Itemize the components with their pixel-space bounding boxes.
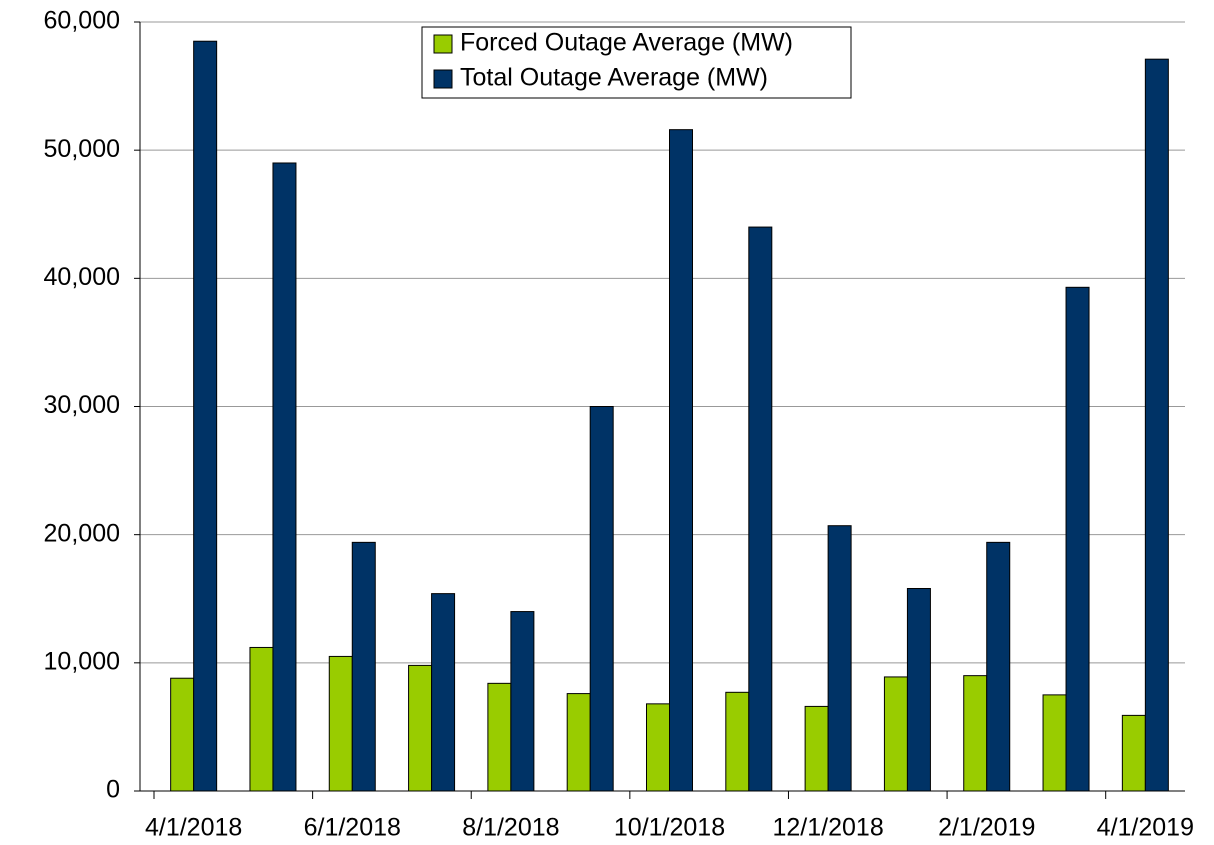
legend-swatch: [433, 69, 453, 89]
bar: [646, 703, 671, 792]
legend-swatch: [433, 34, 453, 54]
bar: [1042, 694, 1067, 792]
bar: [669, 129, 693, 792]
bar: [589, 406, 614, 792]
bar: [431, 593, 456, 792]
bar: [328, 655, 353, 792]
bar: [986, 541, 1011, 792]
x-tick-label: 4/1/2018: [145, 814, 242, 842]
y-tick-label: 40,000: [44, 263, 120, 291]
legend-label: Forced Outage Average (MW): [460, 29, 793, 57]
x-tick-label: 8/1/2018: [462, 814, 559, 842]
bar: [725, 691, 750, 792]
bar: [883, 676, 908, 792]
bar: [510, 611, 535, 792]
bar: [249, 646, 274, 792]
legend-box: [421, 26, 852, 99]
x-tick-label: 2/1/2019: [938, 814, 1035, 842]
x-tick-label: 6/1/2018: [304, 814, 401, 842]
x-tick-label: 4/1/2019: [1097, 814, 1194, 842]
y-tick-label: 60,000: [44, 7, 120, 35]
bar: [351, 541, 376, 792]
bar: [566, 693, 591, 792]
bar: [1144, 58, 1169, 792]
y-tick-label: 0: [106, 776, 120, 804]
bar: [827, 525, 852, 792]
y-tick-label: 30,000: [44, 391, 120, 419]
bar: [408, 664, 433, 792]
x-tick-label: 12/1/2018: [773, 814, 884, 842]
legend-label: Total Outage Average (MW): [460, 64, 768, 92]
bar: [1121, 714, 1146, 792]
bar: [170, 677, 195, 792]
bar: [906, 587, 931, 792]
bar: [193, 40, 218, 792]
bar: [1065, 286, 1090, 792]
bar: [487, 682, 512, 792]
y-tick-label: 20,000: [44, 519, 120, 547]
y-tick-label: 50,000: [44, 135, 120, 163]
bar: [272, 162, 297, 792]
bar: [963, 675, 988, 792]
y-tick-label: 10,000: [44, 647, 120, 675]
bar: [748, 226, 773, 792]
x-tick-label: 10/1/2018: [614, 814, 725, 842]
bar: [804, 705, 829, 792]
